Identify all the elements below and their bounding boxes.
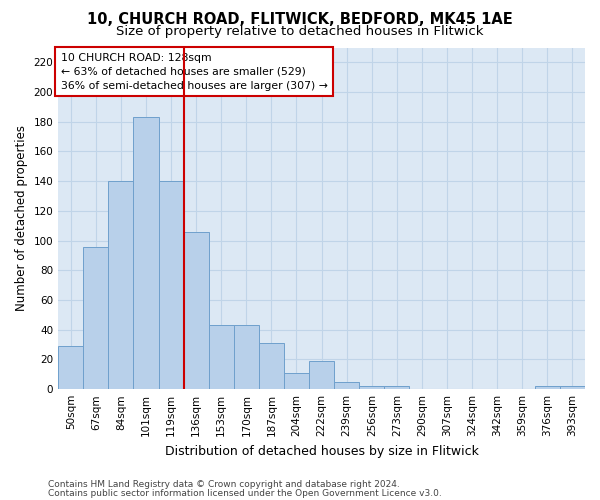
- Bar: [560, 386, 585, 389]
- Text: 10 CHURCH ROAD: 128sqm
← 63% of detached houses are smaller (529)
36% of semi-de: 10 CHURCH ROAD: 128sqm ← 63% of detached…: [61, 52, 328, 90]
- Bar: [133, 118, 158, 389]
- Bar: [334, 382, 359, 389]
- Bar: [259, 343, 284, 389]
- Bar: [158, 181, 184, 389]
- Bar: [359, 386, 385, 389]
- Bar: [234, 326, 259, 389]
- Bar: [58, 346, 83, 389]
- Bar: [385, 386, 409, 389]
- Bar: [83, 246, 109, 389]
- Y-axis label: Number of detached properties: Number of detached properties: [15, 126, 28, 312]
- X-axis label: Distribution of detached houses by size in Flitwick: Distribution of detached houses by size …: [164, 444, 479, 458]
- Bar: [184, 232, 209, 389]
- Bar: [109, 181, 133, 389]
- Text: Contains HM Land Registry data © Crown copyright and database right 2024.: Contains HM Land Registry data © Crown c…: [48, 480, 400, 489]
- Bar: [309, 361, 334, 389]
- Bar: [535, 386, 560, 389]
- Bar: [209, 326, 234, 389]
- Text: 10, CHURCH ROAD, FLITWICK, BEDFORD, MK45 1AE: 10, CHURCH ROAD, FLITWICK, BEDFORD, MK45…: [87, 12, 513, 28]
- Bar: [284, 373, 309, 389]
- Text: Contains public sector information licensed under the Open Government Licence v3: Contains public sector information licen…: [48, 488, 442, 498]
- Text: Size of property relative to detached houses in Flitwick: Size of property relative to detached ho…: [116, 25, 484, 38]
